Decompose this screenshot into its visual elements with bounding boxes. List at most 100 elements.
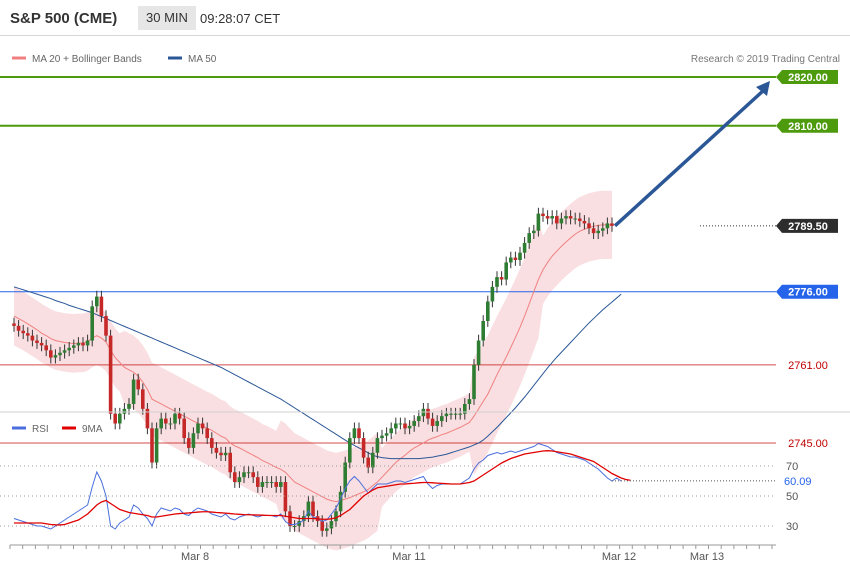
candle-body [306, 501, 311, 517]
rsi-level-label-1: 50 [786, 491, 798, 503]
price-label-4: 2761.00 [788, 360, 828, 372]
candle-body [435, 421, 439, 426]
price-tag-3 [776, 284, 838, 299]
candle-body [513, 257, 518, 260]
candle-body [481, 321, 485, 341]
candle-body [536, 213, 541, 231]
candle-body [582, 220, 587, 224]
projection-arrowhead [756, 81, 770, 96]
price-label-3: 2776.00 [788, 287, 828, 299]
candle-body [279, 482, 283, 487]
price-tag-1 [776, 118, 838, 133]
candle-body [200, 423, 205, 429]
candle-body [403, 423, 407, 429]
candle-body [256, 477, 260, 487]
ma20-legend-label: MA 20 + Bollinger Bands [32, 54, 142, 65]
candle-body [237, 477, 242, 483]
candle-body [568, 216, 573, 219]
candle-body [131, 379, 136, 404]
candle-body [453, 413, 458, 415]
candle-body [389, 428, 393, 434]
candle-body [490, 286, 495, 302]
candle-body [559, 218, 564, 224]
candle-body [596, 230, 600, 234]
candle-body [141, 389, 145, 409]
copyright-credit: Research © 2019 Trading Central [691, 54, 840, 65]
rsi-level-label-0: 70 [786, 461, 798, 473]
projection-arrow [613, 88, 766, 228]
candle-body [150, 428, 154, 463]
candle-body [274, 482, 278, 487]
candle-body [311, 501, 315, 517]
candle-body [44, 345, 48, 351]
rsi-ma-legend-label: 9MA [82, 424, 103, 435]
candle-body [371, 452, 375, 468]
candle-body [81, 342, 85, 346]
candle-body [67, 347, 71, 351]
candle-body [320, 521, 324, 531]
candle-body [343, 462, 347, 492]
candle-body [380, 435, 384, 439]
candle-body [366, 457, 370, 468]
candle-body [127, 403, 131, 409]
price-label-0: 2820.00 [788, 72, 828, 84]
candle-body [288, 511, 292, 526]
candle-body [99, 296, 104, 317]
candle-body [90, 306, 94, 341]
candle-body [550, 216, 554, 219]
candle-body [164, 418, 168, 424]
candle-body [605, 223, 610, 229]
candle-body [384, 433, 389, 436]
candle-body [246, 472, 251, 474]
candle-body [58, 352, 62, 356]
candle-body [30, 335, 35, 341]
candle-body [357, 428, 361, 439]
bollinger-band [14, 190, 612, 551]
candle-body [145, 408, 150, 429]
candle-body [578, 218, 582, 221]
candle-body [518, 252, 522, 260]
candle-body [16, 325, 21, 331]
candle-body [458, 413, 462, 415]
candle-body [205, 428, 209, 439]
candle-body [76, 342, 81, 346]
price-label-2: 2789.50 [788, 221, 828, 233]
candle-body [407, 425, 412, 429]
ma20-line [13, 224, 612, 503]
candle-body [499, 277, 504, 280]
candle-body [361, 438, 366, 458]
timeframe-badge[interactable]: 30 MIN [138, 6, 196, 30]
candle-body [555, 216, 559, 224]
candle-body [467, 399, 472, 404]
candle-body [541, 213, 545, 217]
candle-body [108, 335, 113, 414]
candle-body [177, 413, 182, 419]
candle-body [532, 230, 536, 234]
candle-body [412, 421, 416, 426]
candle-body [233, 472, 237, 483]
candle-body [53, 355, 58, 358]
candle-body [182, 418, 186, 439]
candle-body [430, 418, 435, 426]
x-label-2: Mar 12 [602, 551, 636, 563]
rsi-legend-label: RSI [32, 424, 49, 435]
candle-body [242, 472, 246, 478]
candle-body [283, 482, 288, 512]
candle-body [62, 350, 67, 353]
rsi-level-label-2: 30 [786, 521, 798, 533]
candle-body [168, 423, 173, 425]
candle-body [375, 438, 380, 453]
candle-body [426, 408, 430, 419]
candle-body [72, 345, 76, 348]
candle-body [398, 423, 403, 425]
candle-body [210, 438, 214, 448]
candle-body [449, 413, 453, 415]
candle-body [260, 482, 265, 487]
candle-body [444, 413, 449, 417]
candle-body [214, 447, 219, 453]
candle-body [417, 416, 421, 422]
candle-body [601, 228, 605, 231]
candle-body [12, 323, 16, 326]
candle-body [463, 403, 467, 414]
